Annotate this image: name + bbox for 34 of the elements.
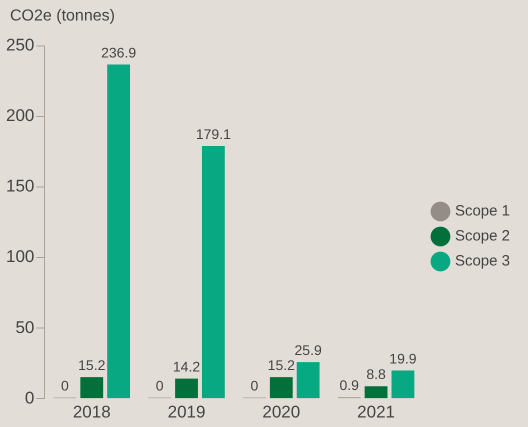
- bar: [202, 146, 225, 398]
- legend-label: Scope 3: [454, 252, 510, 270]
- y-tick-label: 50: [15, 318, 34, 337]
- data-label: 0: [250, 377, 259, 394]
- x-tick-label: 2021: [357, 402, 395, 422]
- y-tick-label: 0: [24, 388, 34, 408]
- data-label: 25.9: [294, 342, 322, 358]
- data-label: 179.1: [196, 126, 232, 142]
- y-tick-label: 100: [6, 247, 34, 266]
- legend-label: Scope 2: [454, 228, 510, 245]
- bar: [296, 362, 320, 398]
- data-label: 8.8: [366, 366, 386, 382]
- data-label: 14.2: [172, 358, 200, 374]
- data-label: 0: [156, 377, 164, 394]
- bar: [107, 64, 130, 398]
- y-tick-label: 150: [6, 176, 34, 196]
- x-tick-label: 2019: [168, 402, 206, 422]
- bar: [364, 386, 388, 398]
- data-label: 236.9: [101, 44, 136, 60]
- data-label: 19.9: [389, 350, 417, 366]
- x-tick-label: 2020: [262, 402, 300, 422]
- legend-label: Scope 1: [454, 202, 510, 220]
- y-axis-title: CO2e (tonnes): [10, 7, 115, 24]
- y-tick-label: 250: [6, 36, 34, 55]
- x-tick-label: 2018: [72, 402, 111, 422]
- data-label: 0: [61, 377, 69, 394]
- y-tick-label: 200: [6, 106, 34, 126]
- bar: [270, 377, 293, 398]
- data-label: 15.2: [268, 357, 296, 374]
- bar: [392, 370, 414, 398]
- data-label: 15.2: [78, 357, 106, 374]
- bar: [175, 378, 198, 398]
- data-label: 0.9: [339, 377, 360, 394]
- bar: [80, 377, 104, 398]
